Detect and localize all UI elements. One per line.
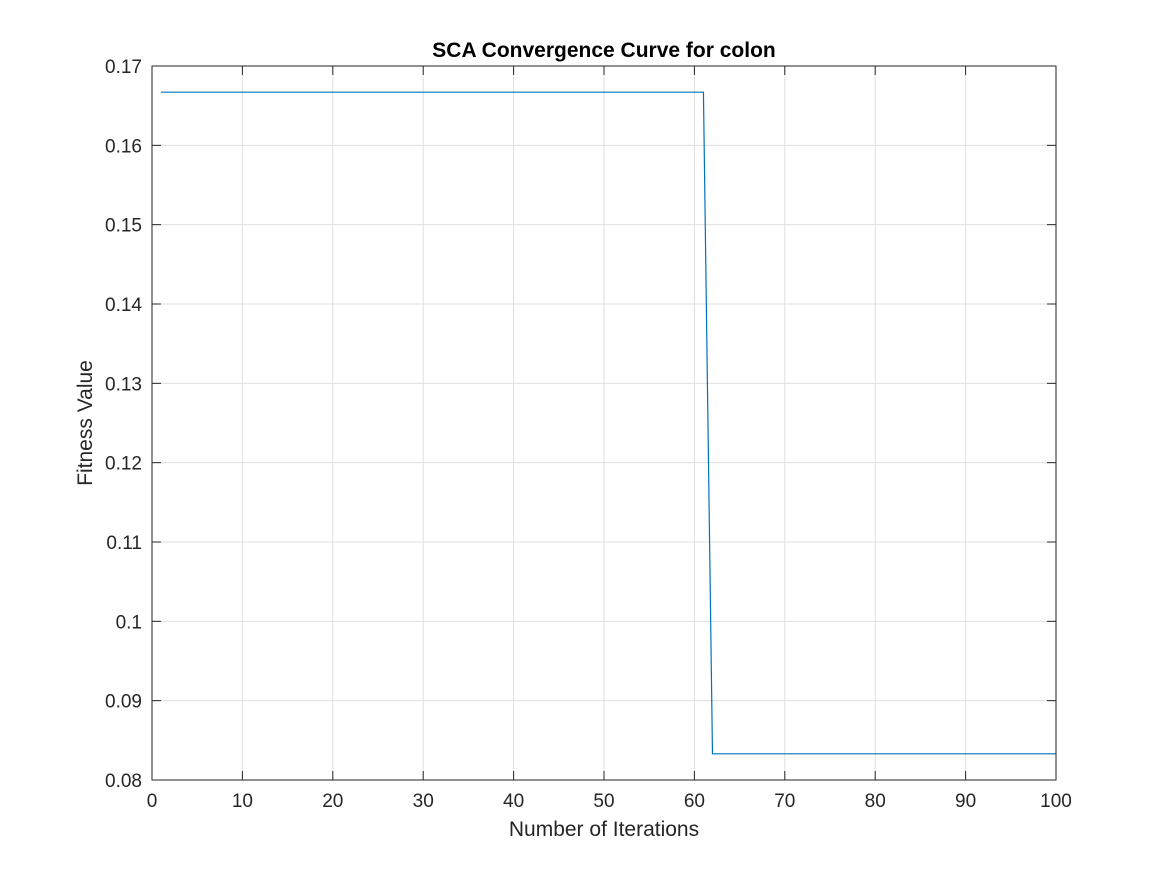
y-tick-label: 0.15	[105, 216, 142, 237]
y-axis-label: Fitness Value	[74, 360, 97, 486]
y-tick-label: 0.09	[105, 692, 142, 713]
x-tick-label: 70	[774, 791, 795, 812]
chart-title: SCA Convergence Curve for colon	[432, 39, 775, 62]
y-tick-label: 0.11	[106, 533, 142, 554]
x-ticks	[151, 66, 1057, 780]
y-tick-label: 0.17	[105, 57, 142, 78]
y-tick-label: 0.16	[105, 136, 142, 157]
y-tick-label: 0.08	[105, 771, 142, 792]
x-tick-label: 90	[955, 791, 976, 812]
series-layer	[161, 91, 1056, 755]
y-tick-label: 0.1	[116, 612, 142, 633]
y-tick-labels: 0.08 0.09 0.1 0.11 0.12 0.13 0.14 0.15 0.16 0.17	[105, 57, 142, 792]
y-gridlines	[152, 144, 1056, 702]
series-line-0	[161, 91, 1056, 755]
x-tick-label: 60	[684, 791, 705, 812]
x-tick-label: 10	[232, 791, 253, 812]
x-gridlines	[241, 66, 967, 780]
x-tick-label: 0	[147, 791, 158, 812]
y-ticks	[152, 65, 1056, 781]
x-tick-label: 20	[322, 791, 343, 812]
y-tick-label: 0.12	[105, 454, 142, 475]
x-tick-label: 80	[865, 791, 886, 812]
x-tick-label: 50	[593, 791, 614, 812]
x-tick-label: 40	[503, 791, 524, 812]
y-tick-label: 0.13	[105, 374, 142, 395]
x-tick-label: 100	[1040, 791, 1072, 812]
x-tick-labels: 0 10 20 30 40 50 60 70 80 90 100	[147, 791, 1072, 812]
x-axis-label: Number of Iterations	[509, 818, 699, 841]
y-tick-label: 0.14	[105, 295, 142, 316]
x-tick-label: 30	[413, 791, 434, 812]
